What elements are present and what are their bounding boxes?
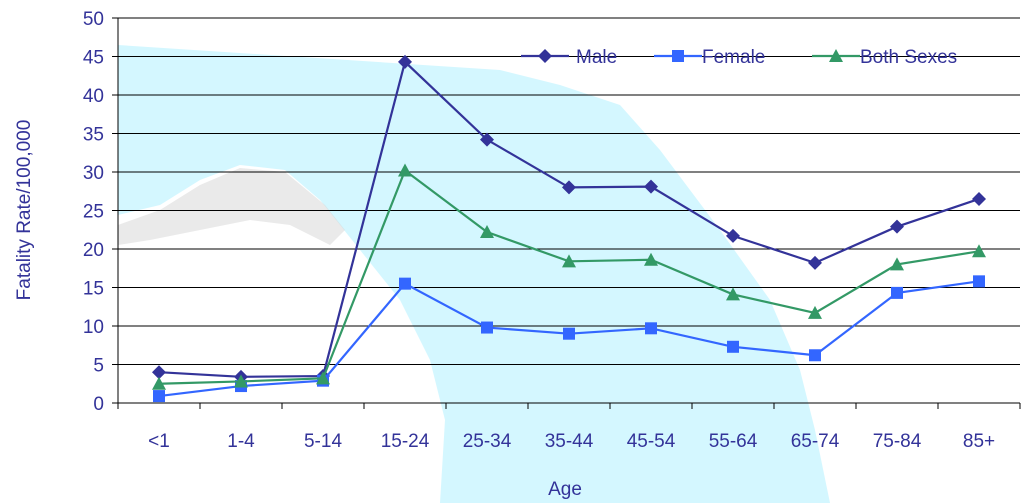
series-0-point-5 [562, 180, 576, 195]
series-0-point-6 [644, 179, 658, 194]
legend: Male Female Both Sexes [521, 47, 957, 68]
x-tick-label-1: 1-4 [227, 431, 255, 452]
series-2-point-3 [398, 163, 412, 177]
series-2-point-9 [890, 257, 904, 271]
legend-label-0: Male [576, 47, 617, 68]
series-2-point-10 [972, 244, 986, 258]
series-2-point-7 [726, 287, 740, 301]
x-axis-tick-labels: <1 1-4 5-14 15-24 25-34 35-44 45-54 55-64 65-74 7… [148, 431, 995, 452]
legend-marker-2 [829, 49, 843, 62]
series-2-point-1 [234, 374, 248, 388]
legend-marker-0 [538, 49, 552, 63]
background-map-shading [118, 168, 345, 245]
legend-item-0: Male [521, 47, 617, 68]
y-tick-label-3: 15 [83, 279, 104, 300]
legend-label-1: Female [702, 47, 765, 68]
background-map-shape [118, 45, 830, 503]
series-0-point-4 [480, 132, 494, 147]
series-1-point-5 [563, 327, 575, 340]
series-1-point-10 [973, 275, 985, 288]
series-2-point-6 [644, 252, 658, 266]
x-tick-label-3: 15-24 [381, 431, 430, 452]
x-axis-title: Age [548, 479, 582, 500]
x-tick-label-6: 45-54 [627, 431, 676, 452]
series-1-point-6 [645, 322, 657, 335]
series-2-point-4 [480, 225, 494, 239]
series-1-point-4 [481, 321, 493, 334]
y-tick-label-0: 0 [93, 394, 104, 415]
series-0 [152, 54, 986, 384]
legend-item-1: Female [654, 47, 765, 68]
series-2 [152, 163, 986, 390]
series-0-point-10 [972, 191, 986, 206]
x-tick-label-4: 25-34 [463, 431, 512, 452]
legend-label-2: Both Sexes [860, 47, 957, 68]
y-tick-label-4: 20 [83, 240, 104, 261]
series-1-point-3 [399, 277, 411, 290]
y-tick-label-5: 25 [83, 202, 104, 223]
axes [112, 17, 1021, 409]
series-2-point-8 [808, 305, 822, 319]
series-layer [152, 54, 986, 403]
y-tick-label-1: 5 [93, 356, 104, 377]
series-2-point-0 [152, 376, 166, 390]
y-tick-label-8: 40 [83, 86, 104, 107]
series-1-point-8 [809, 349, 821, 362]
series-2-point-2 [316, 371, 330, 385]
x-tick-label-10: 85+ [963, 431, 995, 452]
series-0-point-9 [890, 219, 904, 234]
series-0-point-3 [398, 54, 412, 69]
background-map-image [118, 45, 830, 503]
series-0-point-7 [726, 228, 740, 243]
series-1-point-9 [891, 286, 903, 299]
x-tick-label-5: 35-44 [545, 431, 594, 452]
x-tick-label-7: 55-64 [709, 431, 758, 452]
series-0-point-8 [808, 255, 822, 270]
legend-item-2: Both Sexes [812, 47, 957, 68]
y-tick-label-6: 30 [83, 163, 104, 184]
x-tick-label-8: 65-74 [791, 431, 840, 452]
y-tick-label-10: 50 [83, 9, 104, 30]
x-tick-label-9: 75-84 [873, 431, 922, 452]
legend-marker-1 [672, 50, 684, 62]
series-1-point-7 [727, 340, 739, 353]
y-axis-tick-labels: 0 5 10 15 20 25 30 35 40 45 50 [83, 9, 104, 415]
y-tick-label-7: 35 [83, 125, 104, 146]
series-2-point-5 [562, 254, 576, 268]
x-tick-label-2: 5-14 [304, 431, 342, 452]
series-0-point-0 [152, 365, 166, 380]
y-tick-label-2: 10 [83, 317, 104, 338]
gridlines [118, 17, 1020, 365]
x-tick-label-0: <1 [148, 431, 170, 452]
y-axis-title: Fatality Rate/100,000 [14, 120, 35, 301]
y-tick-label-9: 45 [83, 48, 104, 69]
series-1-point-0 [153, 390, 165, 403]
